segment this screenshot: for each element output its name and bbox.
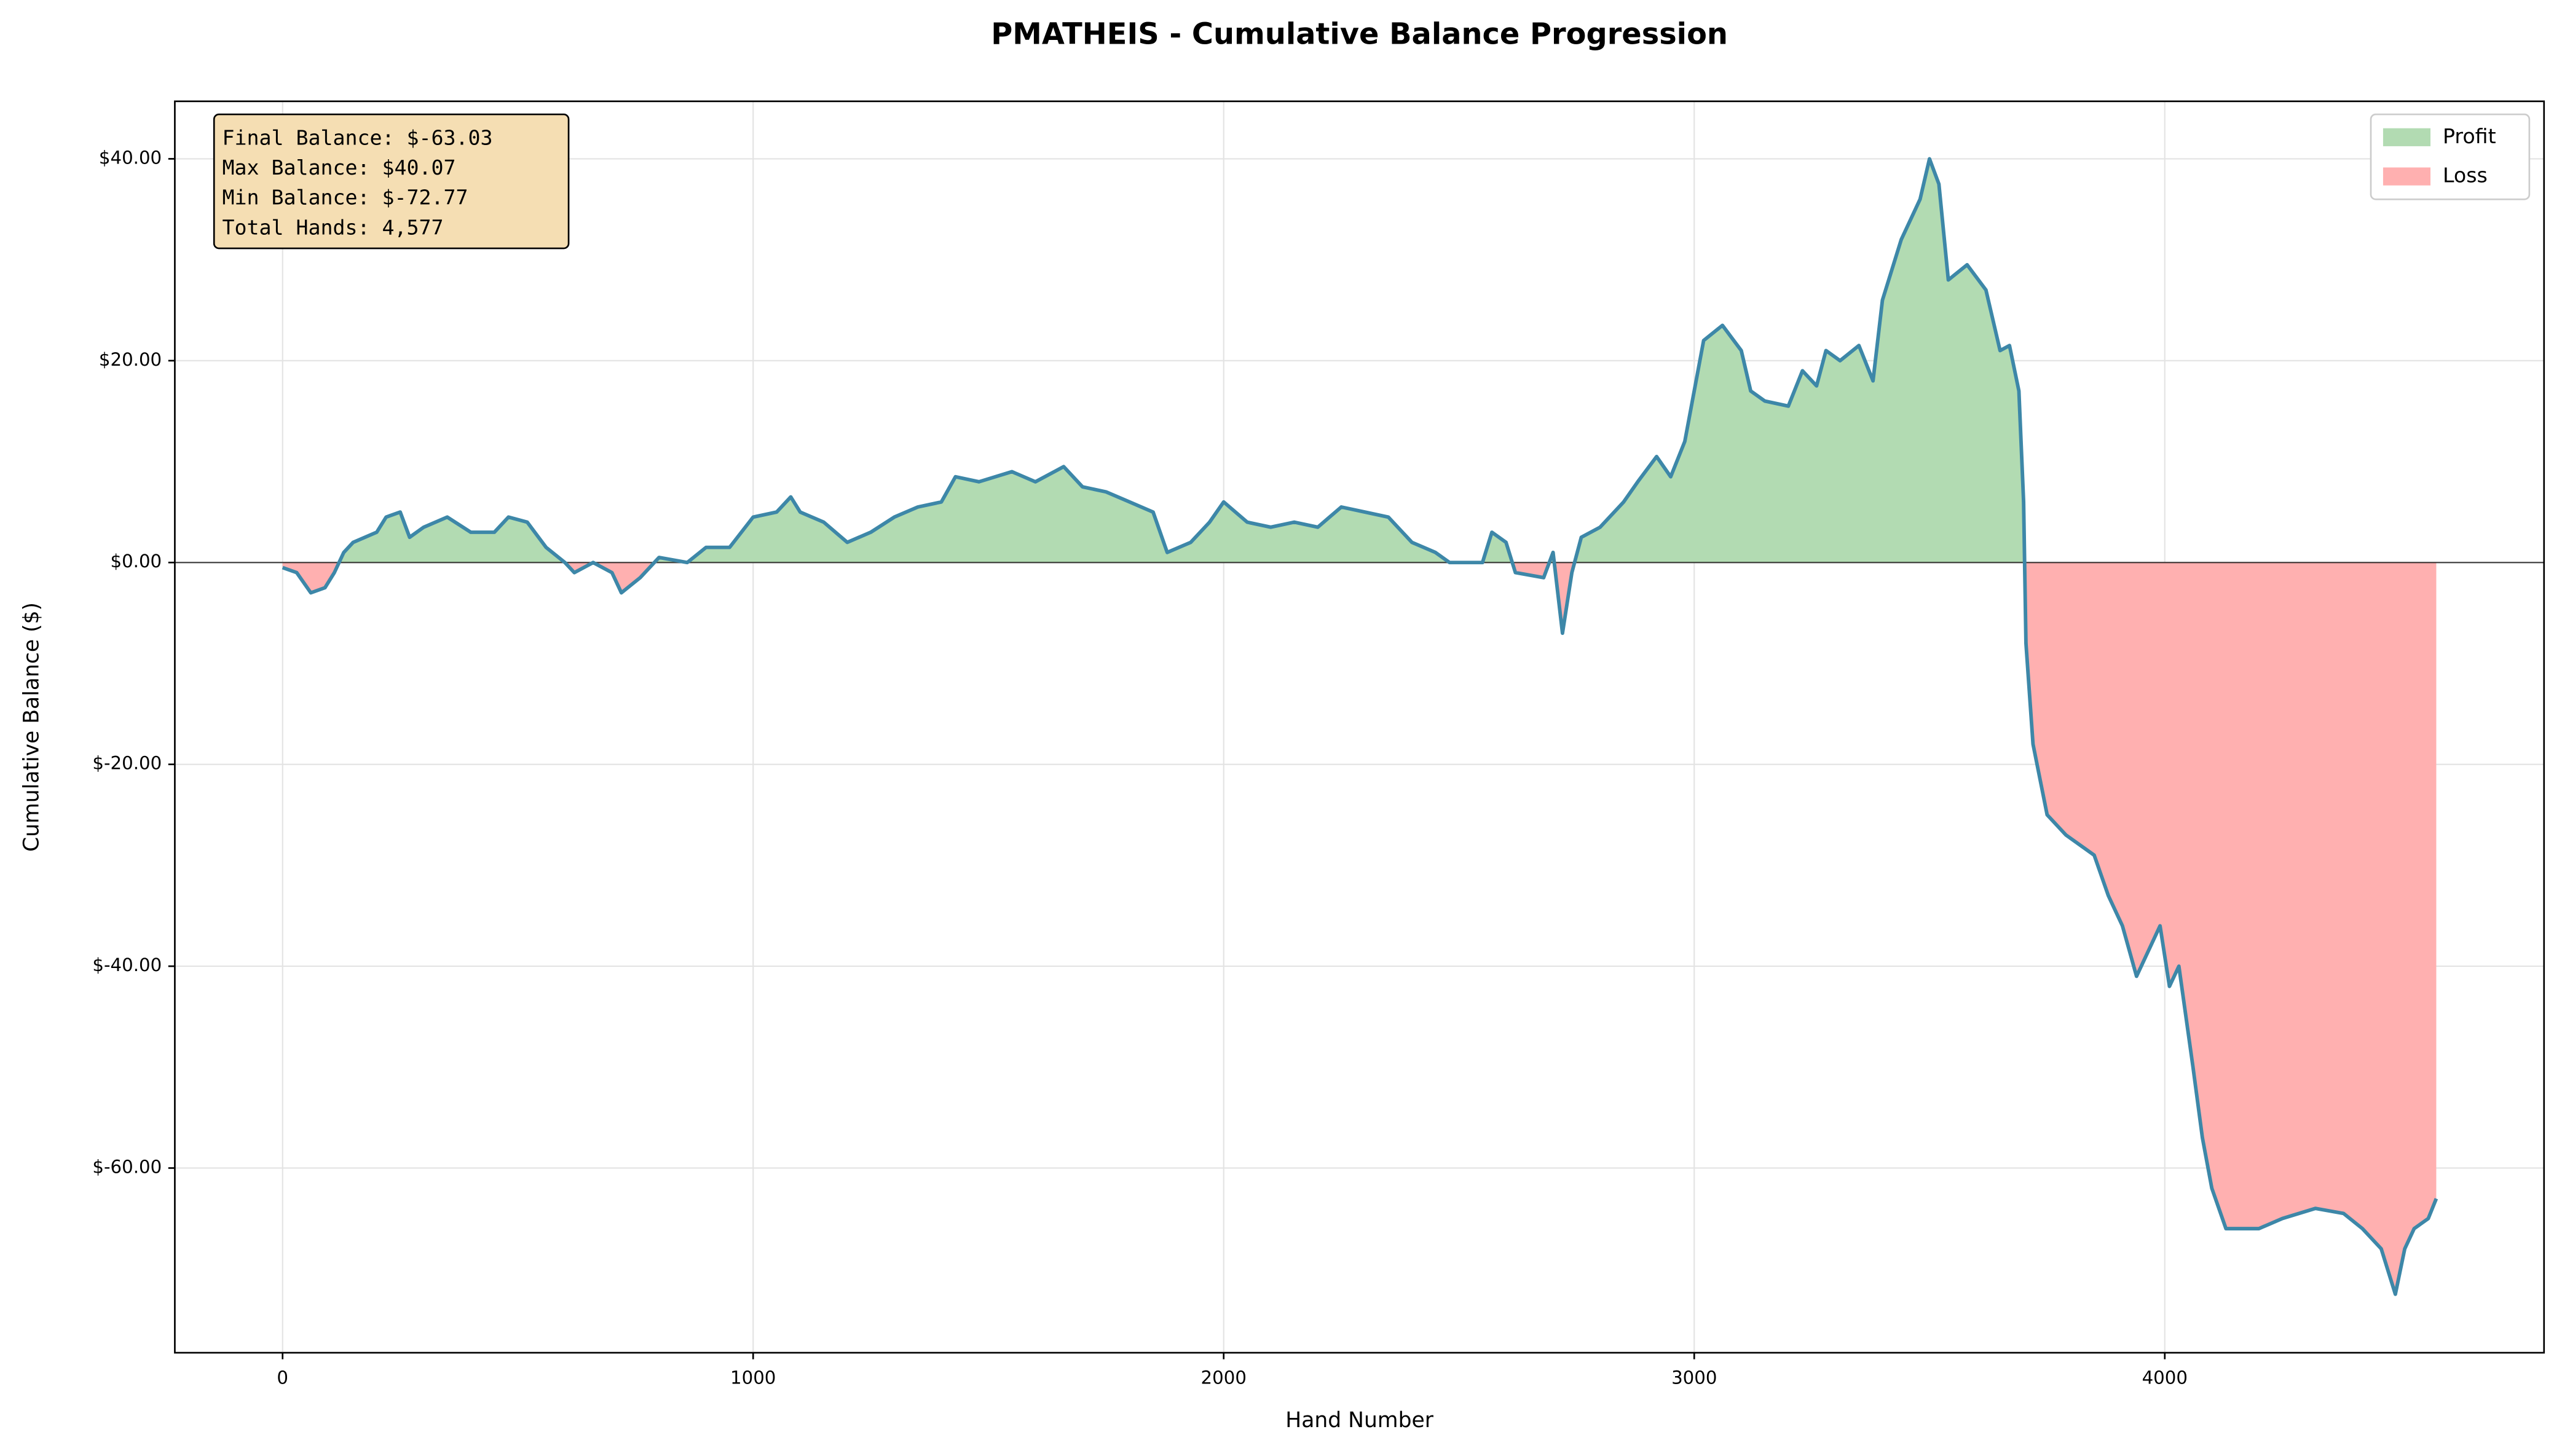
x-tick-label: 4000 (2142, 1367, 2188, 1388)
annotation-box (213, 113, 570, 250)
y-tick-label: $-60.00 (92, 1156, 162, 1177)
balance-line (282, 157, 2438, 1296)
legend-label: Profit (2443, 124, 2496, 148)
y-tick-label: $-40.00 (92, 954, 162, 975)
x-tick-label: 0 (277, 1367, 288, 1388)
legend-swatch (2383, 128, 2431, 146)
annotation-line: Total Hands: 4,577 (223, 215, 444, 239)
y-tick-label: $20.00 (99, 349, 162, 370)
profit-area (282, 159, 2437, 563)
y-axis-label: Cumulative Balance ($) (20, 602, 44, 852)
x-tick-label: 1000 (730, 1367, 776, 1388)
x-tick-label: 2000 (1201, 1367, 1247, 1388)
annotation-line: Min Balance: $-72.77 (223, 186, 468, 210)
chart-title: PMATHEIS - Cumulative Balance Progressio… (991, 18, 1728, 52)
y-tick-label: $-20.00 (92, 753, 162, 774)
x-axis-label: Hand Number (1285, 1408, 1434, 1433)
loss-area (282, 562, 2437, 1294)
legend-swatch (2383, 167, 2431, 186)
annotation-line: Final Balance: $-63.03 (223, 125, 493, 149)
y-tick-label: $40.00 (99, 147, 162, 168)
annotation-line: Max Balance: $40.07 (223, 155, 456, 179)
y-tick-label: $0.00 (111, 551, 162, 572)
x-tick-label: 3000 (1671, 1367, 1717, 1388)
plot-frame (174, 100, 2545, 1354)
legend-label: Loss (2443, 163, 2488, 187)
